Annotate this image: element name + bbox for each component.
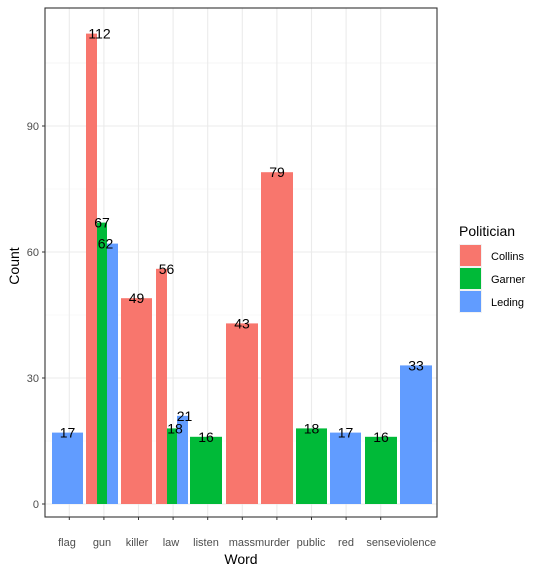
bar-killer-collins [121,298,152,504]
bar-law-garner [167,428,177,504]
x-axis-title: Word [224,551,257,567]
data-label: 67 [94,215,110,231]
data-label: 62 [98,236,114,252]
data-label: 33 [408,357,424,373]
y-tick-label: 30 [27,373,39,385]
y-tick-label: 0 [33,499,39,511]
bar-gun-collins [86,33,97,504]
data-label: 56 [159,261,175,277]
data-label: 49 [129,290,145,306]
legend-swatch-garner [460,268,481,289]
data-label: 21 [177,408,193,424]
y-tick-label: 90 [27,121,39,133]
x-tick-label: listen [193,537,219,549]
bar-layer [52,33,432,504]
x-tick-label: gun [93,537,111,549]
bar-violence-leding [400,365,432,504]
x-tick-label: killer [126,537,149,549]
axis-layer: 0 30 60 90 flag gun killer law listen mass murder p… [27,7,438,549]
legend-swatch-leding [460,291,481,312]
x-tick-label: flag [58,537,76,549]
x-tick-label: red [338,537,354,549]
data-label: 16 [198,429,214,445]
x-tick-label: sense [366,537,395,549]
bar-public-garner [296,428,327,504]
data-label: 17 [60,425,76,441]
bar-red-leding [330,432,361,504]
bar-massmurder-collins [226,323,258,504]
bar-law-collins [156,268,167,504]
legend-title: Politician [459,223,515,239]
legend: Politician Collins Garner Leding [459,223,526,313]
x-tick-label: mass [229,537,256,549]
bar-massmurder-collins [261,172,293,504]
x-tick-label: law [163,537,180,549]
y-axis-title: Count [6,247,22,284]
data-label: 79 [269,164,285,180]
data-label: 18 [167,420,183,436]
data-label: 16 [373,429,389,445]
legend-label-garner: Garner [491,274,526,286]
data-label: 17 [338,425,354,441]
y-tick-label: 60 [27,247,39,259]
bar-listen-garner [190,436,222,504]
legend-label-leding: Leding [491,297,524,309]
x-tick-label: violence [396,537,436,549]
x-tick-label: murder [255,537,290,549]
data-label: 18 [304,420,320,436]
bar-gun-garner [97,222,107,504]
panel-border [44,7,438,518]
bar-flag-leding [52,432,83,504]
bar-gun-leding [107,243,118,504]
bar-law-leding [177,415,188,504]
data-label: 43 [234,315,250,331]
bar-sense-garner [365,436,397,504]
x-tick-label: public [297,537,326,549]
legend-swatch-collins [460,245,481,266]
data-label: 112 [88,26,111,42]
legend-label-collins: Collins [491,251,525,263]
